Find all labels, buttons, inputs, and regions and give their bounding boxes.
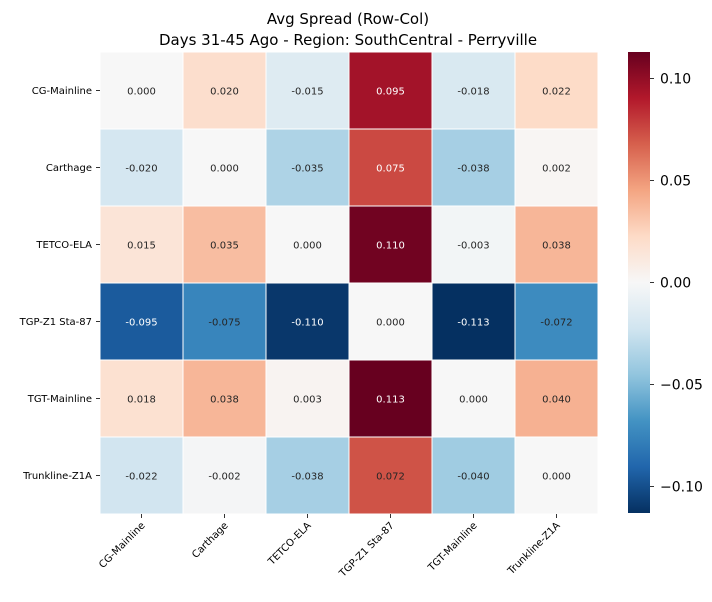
heatmap-cell	[514, 359, 599, 438]
cell-value-label: 0.110	[376, 241, 405, 252]
heatmap-cell	[265, 359, 350, 438]
column-tick-label: TGP-Z1 Sta-87	[337, 520, 397, 580]
cell-value-label: 0.003	[293, 395, 322, 406]
colorbar-ticks: 0.10 0.05 0.00 −0.05 −0.10	[650, 72, 703, 495]
heatmap-cell	[431, 359, 516, 438]
cell-value-label: -0.018	[457, 87, 489, 98]
heatmap-labels: 0.000 0.020 -0.015 0.095 -0.018 0.022 -0.020 0.…	[125, 87, 572, 483]
cell-value-label: 0.002	[542, 164, 571, 175]
cell-value-label: 0.095	[376, 87, 405, 98]
heatmap-cell	[431, 205, 516, 284]
column-tick-label: CG-Mainline	[97, 520, 147, 570]
cell-value-label: -0.040	[457, 472, 489, 483]
colorbar-tick-label: 0.00	[660, 276, 691, 292]
row-tick-labels: CG-Mainline Carthage TETCO-ELA TGP-Z1 Sta-8…	[19, 86, 100, 482]
cell-value-label: 0.015	[127, 241, 156, 252]
row-tick-label: Trunkline-Z1A	[22, 471, 92, 482]
cell-value-label: 0.000	[210, 164, 239, 175]
heatmap-cell	[514, 128, 599, 207]
heatmap-cell	[348, 51, 433, 130]
heatmap-cell	[348, 128, 433, 207]
colorbar-tick-label: −0.05	[660, 377, 703, 393]
cell-value-label: 0.035	[210, 241, 239, 252]
heatmap-cell	[99, 51, 184, 130]
heatmap-cell	[514, 51, 599, 130]
cell-value-label: 0.072	[376, 472, 405, 483]
cell-value-label: 0.075	[376, 164, 405, 175]
cell-value-label: 0.000	[376, 318, 405, 329]
heatmap-cell	[99, 359, 184, 438]
chart-subtitle: Days 31-45 Ago - Region: SouthCentral - …	[159, 31, 537, 49]
heatmap-cell	[514, 282, 599, 361]
colorbar-tick-label: −0.10	[660, 479, 703, 495]
cell-value-label: -0.038	[457, 164, 489, 175]
heatmap-cell	[431, 282, 516, 361]
heatmap-cells	[99, 51, 599, 515]
column-tick-label: TETCO-ELA	[266, 520, 314, 568]
row-tick-label: TGP-Z1 Sta-87	[19, 317, 92, 328]
cell-value-label: 0.020	[210, 87, 239, 98]
heatmap-cell	[348, 359, 433, 438]
heatmap-cell	[182, 51, 267, 130]
heatmap-cell	[514, 436, 599, 515]
heatmap-cell	[431, 436, 516, 515]
heatmap-cell	[514, 205, 599, 284]
cell-value-label: 0.113	[376, 395, 405, 406]
column-tick-labels: CG-Mainline Carthage TETCO-ELA TGP-Z1 Sta-8…	[97, 514, 563, 580]
cell-value-label: -0.038	[291, 472, 323, 483]
cell-value-label: -0.002	[208, 472, 240, 483]
cell-value-label: -0.015	[291, 87, 323, 98]
colorbar-tick-label: 0.10	[660, 72, 691, 88]
cell-value-label: 0.038	[542, 241, 571, 252]
heatmap-cell	[348, 205, 433, 284]
heatmap-cell	[182, 282, 267, 361]
row-tick-label: TGT-Mainline	[27, 394, 92, 405]
cell-value-label: -0.113	[457, 318, 489, 329]
cell-value-label: -0.110	[291, 318, 323, 329]
column-tick-label: TGT-Mainline	[426, 520, 480, 574]
heatmap-cell	[265, 282, 350, 361]
heatmap-cell	[265, 51, 350, 130]
row-tick-label: TETCO-ELA	[35, 240, 92, 251]
heatmap-cell	[182, 205, 267, 284]
heatmap-cell	[348, 282, 433, 361]
row-tick-label: Carthage	[46, 163, 92, 174]
cell-value-label: 0.000	[127, 87, 156, 98]
cell-value-label: -0.095	[125, 318, 157, 329]
cell-value-label: -0.022	[125, 472, 157, 483]
heatmap-cell	[99, 205, 184, 284]
cell-value-label: 0.038	[210, 395, 239, 406]
cell-value-label: -0.075	[208, 318, 240, 329]
cell-value-label: 0.000	[293, 241, 322, 252]
cell-value-label: -0.072	[540, 318, 572, 329]
row-tick-label: CG-Mainline	[32, 86, 92, 97]
colorbar-tick-label: 0.05	[660, 174, 691, 190]
cell-value-label: -0.003	[457, 241, 489, 252]
cell-value-label: 0.000	[542, 472, 571, 483]
colorbar	[628, 52, 650, 513]
heatmap-cell	[99, 282, 184, 361]
heatmap-cell	[431, 51, 516, 130]
chart-title: Avg Spread (Row-Col)	[267, 10, 429, 28]
cell-value-label: -0.020	[125, 164, 157, 175]
column-tick-label: Carthage	[190, 520, 230, 560]
cell-value-label: 0.000	[459, 395, 488, 406]
cell-value-label: 0.022	[542, 87, 571, 98]
cell-value-label: 0.018	[127, 395, 156, 406]
heatmap-cell	[182, 128, 267, 207]
heatmap-cell	[99, 436, 184, 515]
cell-value-label: -0.035	[291, 164, 323, 175]
cell-value-label: 0.040	[542, 395, 571, 406]
column-tick-label: Trunkline-Z1A	[505, 520, 562, 577]
